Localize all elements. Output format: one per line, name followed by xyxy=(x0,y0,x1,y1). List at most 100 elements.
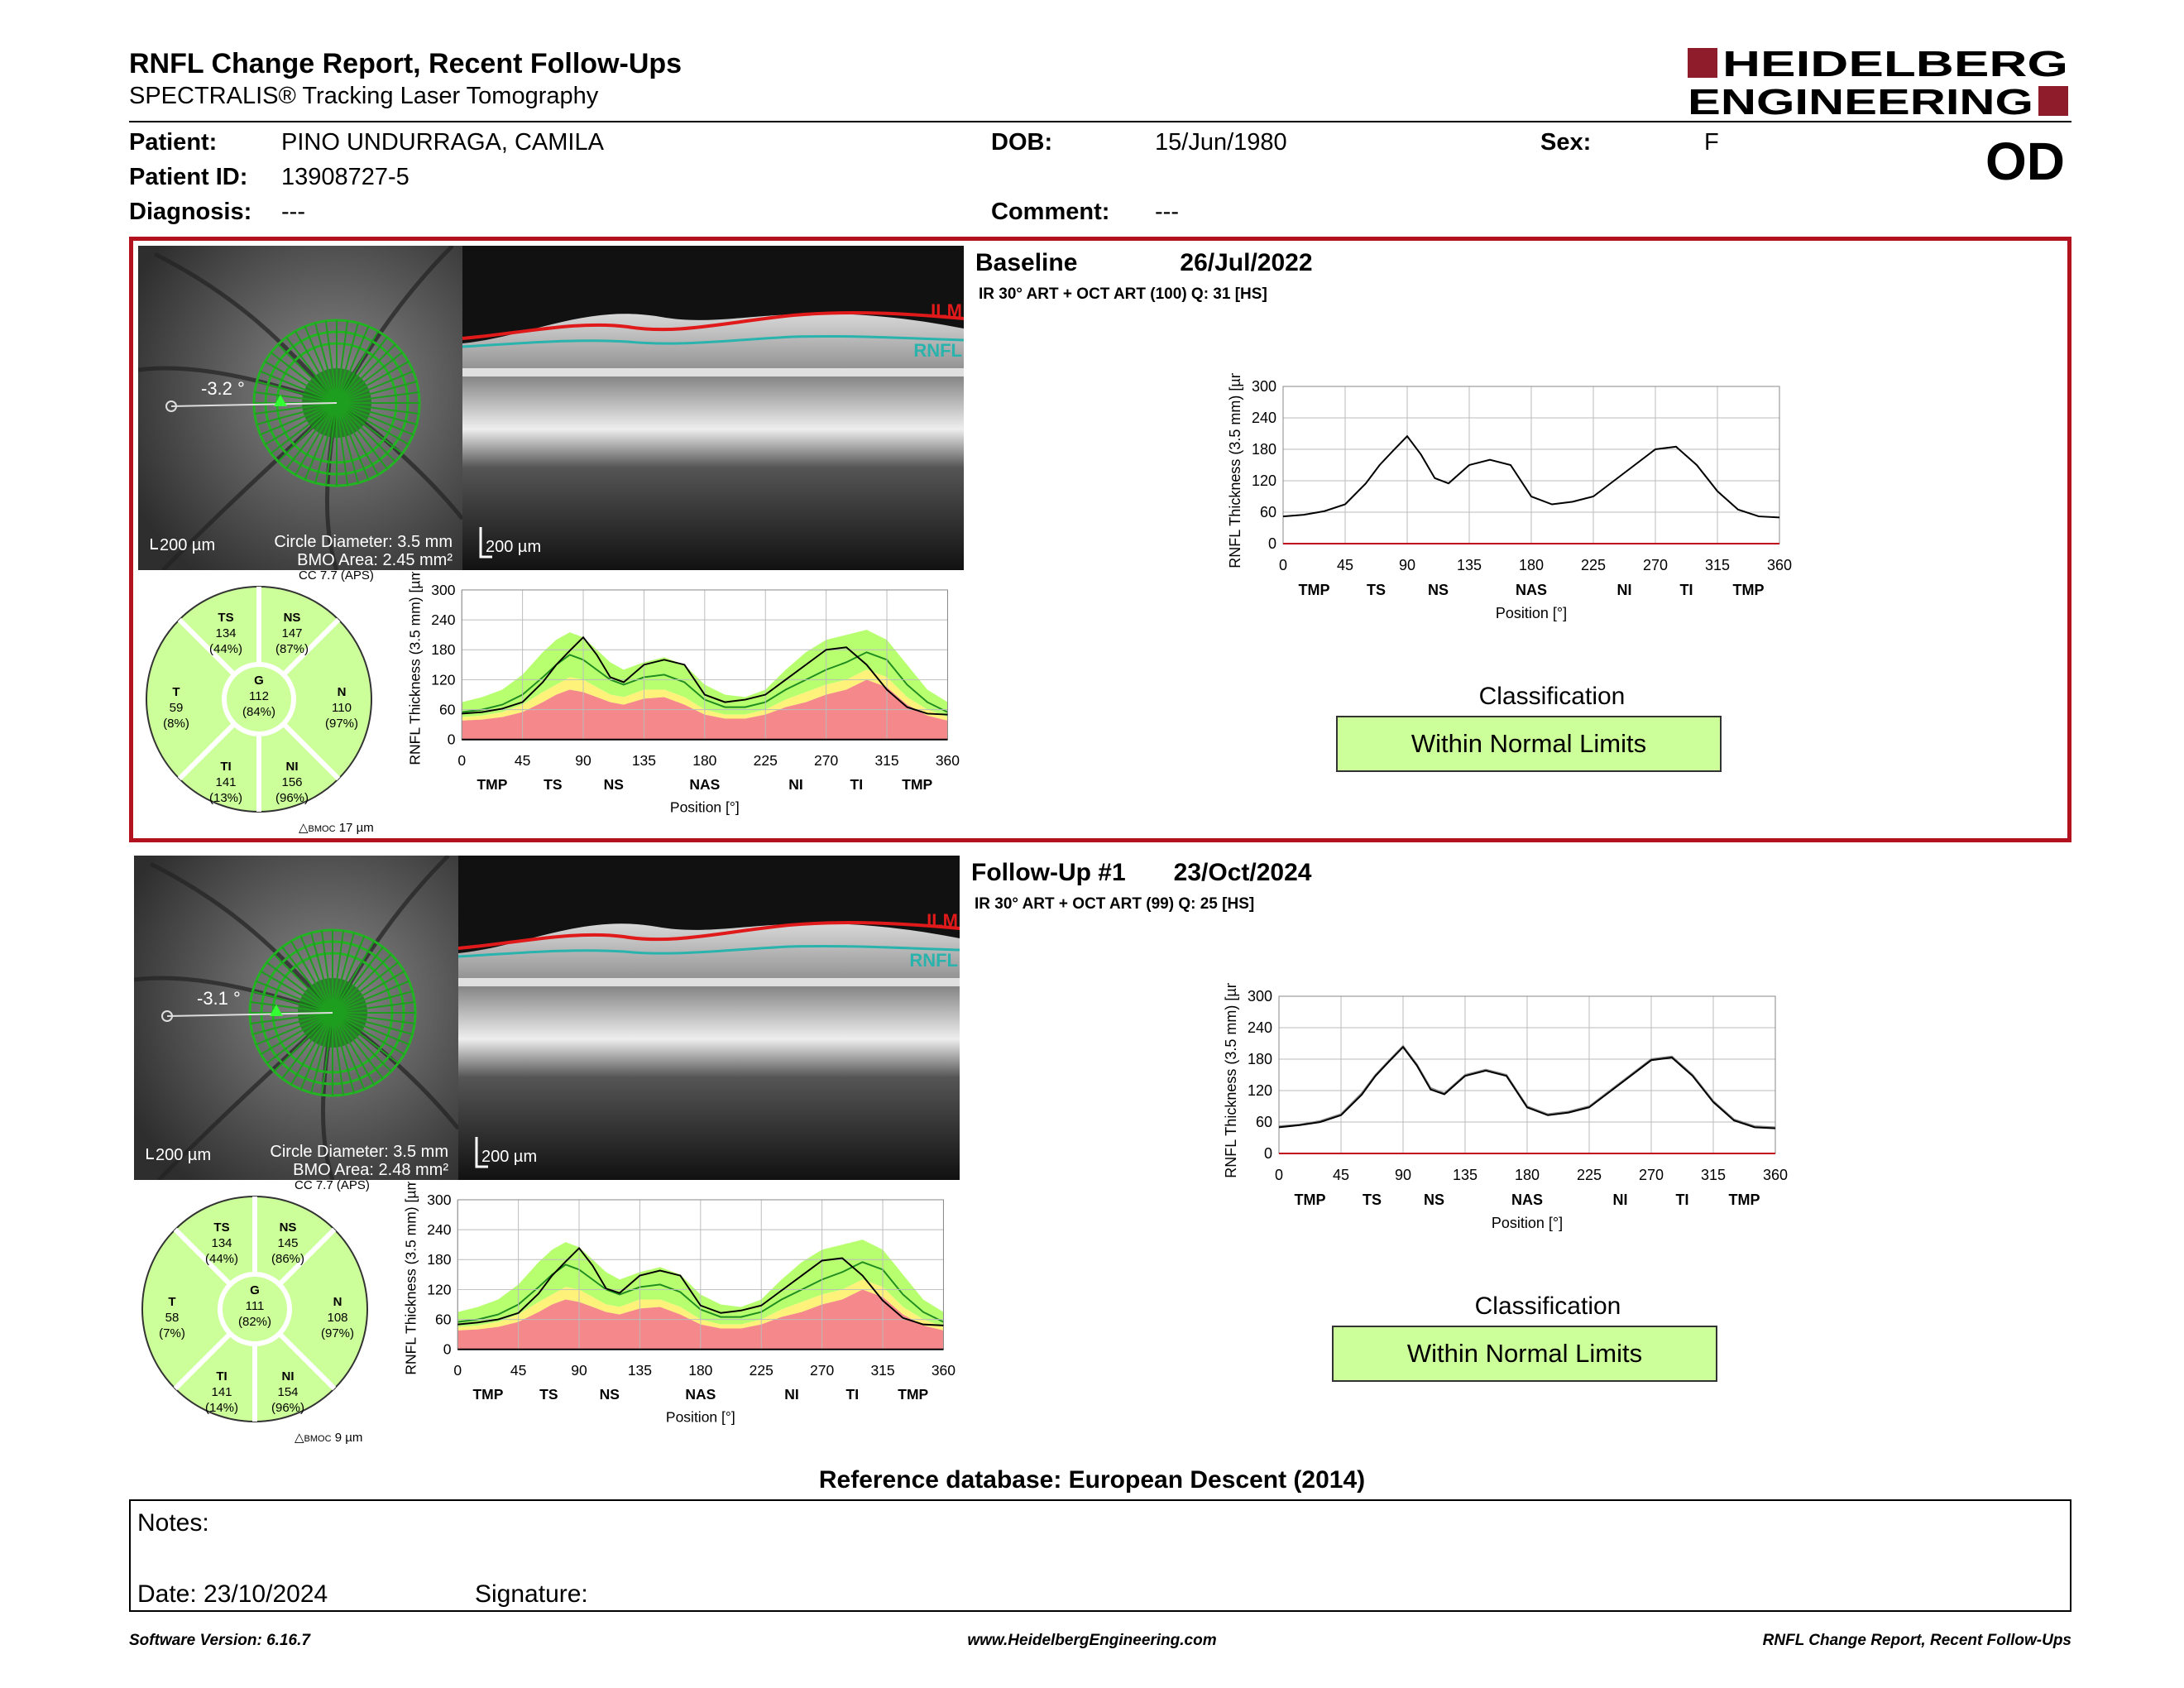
followup-tc-ytick-180: 180 xyxy=(427,1251,451,1268)
followup-sector-ni: NI 154 (96%) xyxy=(271,1369,304,1415)
software-version: Software Version: 6.16.7 xyxy=(129,1632,310,1649)
svg-text:(96%): (96%) xyxy=(271,1401,304,1415)
baseline-tc-region-0: TMP xyxy=(477,776,507,793)
baseline-label: Baseline xyxy=(975,249,1078,276)
comment-value: --- xyxy=(1155,199,1179,225)
baseline-circle-diameter: Circle Diameter: 3.5 mm xyxy=(274,533,453,551)
baseline-tc-xtick-135: 135 xyxy=(632,752,656,769)
followup-bmoc-label: △BMOC 9 µm xyxy=(295,1431,363,1445)
baseline-tc-region-2: NS xyxy=(604,776,624,793)
followup-panel: -3.1 ° 200 µm Circle Diameter: 3.5 mm BMO A… xyxy=(129,851,2071,1445)
followup-tc-xtick-135: 135 xyxy=(628,1362,652,1379)
followup-sector-n: N 108(97%) xyxy=(321,1295,354,1340)
baseline-tc-ytick-300: 300 xyxy=(431,582,455,598)
footer-report-name: RNFL Change Report, Recent Follow-Ups xyxy=(1762,1632,2071,1649)
followup-tc-region-2: NS xyxy=(600,1386,620,1403)
svg-text:NS: NS xyxy=(280,1220,297,1235)
baseline-rp-ylabel: RNFL Thickness (3.5 mm) [µm] xyxy=(1227,373,1243,568)
baseline-rp-xtick-270: 270 xyxy=(1643,557,1668,573)
followup-ilm-label: ILM xyxy=(927,910,958,931)
baseline-tc-xtick-360: 360 xyxy=(936,752,960,769)
followup-rp-xlabel: Position [°] xyxy=(1492,1215,1563,1231)
followup-rp-xtick-45: 45 xyxy=(1333,1167,1349,1183)
svg-text:(96%): (96%) xyxy=(275,791,309,805)
baseline-thickness-chart: 0 60 120 180 240 300 0 45 90 135 180 225 270 315 360 TM… xyxy=(381,564,960,837)
baseline-tc-region-5: TI xyxy=(850,776,864,793)
followup-bmo-area: BMO Area: 2.48 mm² xyxy=(293,1161,448,1179)
svg-text:141: 141 xyxy=(211,1385,232,1399)
followup-tc-xlabel: Position [°] xyxy=(666,1408,735,1425)
baseline-rnfl-plot: 0 60 120 180 240 300 0 45 90 135 180 225 270 315 360 TM… xyxy=(1200,362,1796,638)
baseline-rp-ytick-60: 60 xyxy=(1260,504,1276,520)
followup-rp-ytick-60: 60 xyxy=(1256,1114,1272,1130)
followup-rp-xtick-360: 360 xyxy=(1763,1167,1788,1183)
dob-label: DOB: xyxy=(991,129,1053,156)
baseline-sector-n: N 110 (97%) xyxy=(325,685,358,731)
svg-text:141: 141 xyxy=(215,775,236,789)
followup-tc-xtick-45: 45 xyxy=(510,1362,526,1379)
dob-value: 15/Jun/1980 xyxy=(1155,129,1287,156)
followup-tc-xtick-0: 0 xyxy=(453,1362,462,1379)
baseline-tc-region-6: TMP xyxy=(902,776,932,793)
baseline-rp-region-0: TMP xyxy=(1299,582,1330,598)
svg-text:TS: TS xyxy=(218,611,233,625)
baseline-ilm-label: ILM xyxy=(931,300,962,321)
baseline-tc-region-3: NAS xyxy=(689,776,720,793)
svg-text:58: 58 xyxy=(165,1311,180,1325)
followup-scan-info: IR 30° ART + OCT ART (99) Q: 25 [HS] xyxy=(975,895,1255,913)
svg-text:T: T xyxy=(172,685,180,699)
patient-id: 13908727-5 xyxy=(281,164,410,190)
followup-rp-ytick-180: 180 xyxy=(1248,1051,1272,1067)
sex-label: Sex: xyxy=(1540,129,1592,156)
sex-value: F xyxy=(1704,129,1719,156)
svg-text:TS: TS xyxy=(213,1220,229,1235)
svg-text:TI: TI xyxy=(220,760,231,774)
followup-rp-ytick-0: 0 xyxy=(1264,1145,1272,1162)
header-rule xyxy=(129,121,2071,122)
baseline-rp-series-0 xyxy=(1282,434,1780,519)
baseline-rp-xtick-180: 180 xyxy=(1519,557,1544,573)
baseline-tc-ytick-60: 60 xyxy=(439,701,456,717)
followup-fundus-scale: 200 µm xyxy=(156,1146,211,1164)
baseline-rp-xtick-0: 0 xyxy=(1279,557,1287,573)
followup-sector-t: T 58(7%) xyxy=(159,1295,185,1340)
baseline-tc-xtick-180: 180 xyxy=(692,752,716,769)
followup-cc-label: CC 7.7 (APS) xyxy=(295,1178,370,1192)
svg-text:(8%): (8%) xyxy=(163,717,189,731)
baseline-rp-ytick-240: 240 xyxy=(1252,410,1276,426)
followup-rp-xtick-90: 90 xyxy=(1395,1167,1411,1183)
followup-rp-xtick-270: 270 xyxy=(1639,1167,1664,1183)
svg-text:N: N xyxy=(338,685,347,699)
baseline-rp-ytick-120: 120 xyxy=(1252,472,1276,489)
followup-rp-ytick-120: 120 xyxy=(1248,1082,1272,1099)
baseline-oct-scale: 200 µm xyxy=(486,538,541,556)
followup-rp-region-1: TS xyxy=(1363,1192,1382,1208)
svg-text:N: N xyxy=(333,1295,342,1309)
followup-tc-xtick-180: 180 xyxy=(688,1362,712,1379)
svg-text:(97%): (97%) xyxy=(325,717,358,731)
followup-tc-region-6: TMP xyxy=(898,1386,928,1403)
notes-box[interactable]: Notes: Date: 23/10/2024 Signature: xyxy=(129,1499,2071,1612)
followup-rp-region-2: NS xyxy=(1424,1192,1444,1208)
svg-text:TI: TI xyxy=(216,1369,227,1383)
svg-text:(14%): (14%) xyxy=(205,1401,238,1415)
logo-line2: ENGINEERING xyxy=(1688,82,2033,119)
baseline-scan-circle xyxy=(252,319,421,487)
svg-text:(87%): (87%) xyxy=(275,642,309,656)
baseline-bmo-area: BMO Area: 2.45 mm² xyxy=(297,551,453,569)
followup-sector-diagram: TS 134 (44%) NS 145 (86%) T 58 (7%) G 111 (82%) N 108… xyxy=(139,1193,371,1425)
baseline-tc-region-1: TS xyxy=(544,776,562,793)
baseline-rp-region-5: TI xyxy=(1680,582,1693,598)
baseline-tc-region-4: NI xyxy=(788,776,803,793)
baseline-rp-ytick-300: 300 xyxy=(1252,378,1276,395)
baseline-tc-xtick-45: 45 xyxy=(515,752,530,769)
patient-name: PINO UNDURRAGA, CAMILA xyxy=(281,129,604,156)
followup-rp-xtick-135: 135 xyxy=(1453,1167,1478,1183)
comment-label: Comment: xyxy=(991,199,1110,225)
svg-text:NI: NI xyxy=(286,760,299,774)
baseline-title: Baseline 26/Jul/2022 xyxy=(975,249,1313,277)
followup-classification-label: Classification xyxy=(1474,1292,1621,1320)
